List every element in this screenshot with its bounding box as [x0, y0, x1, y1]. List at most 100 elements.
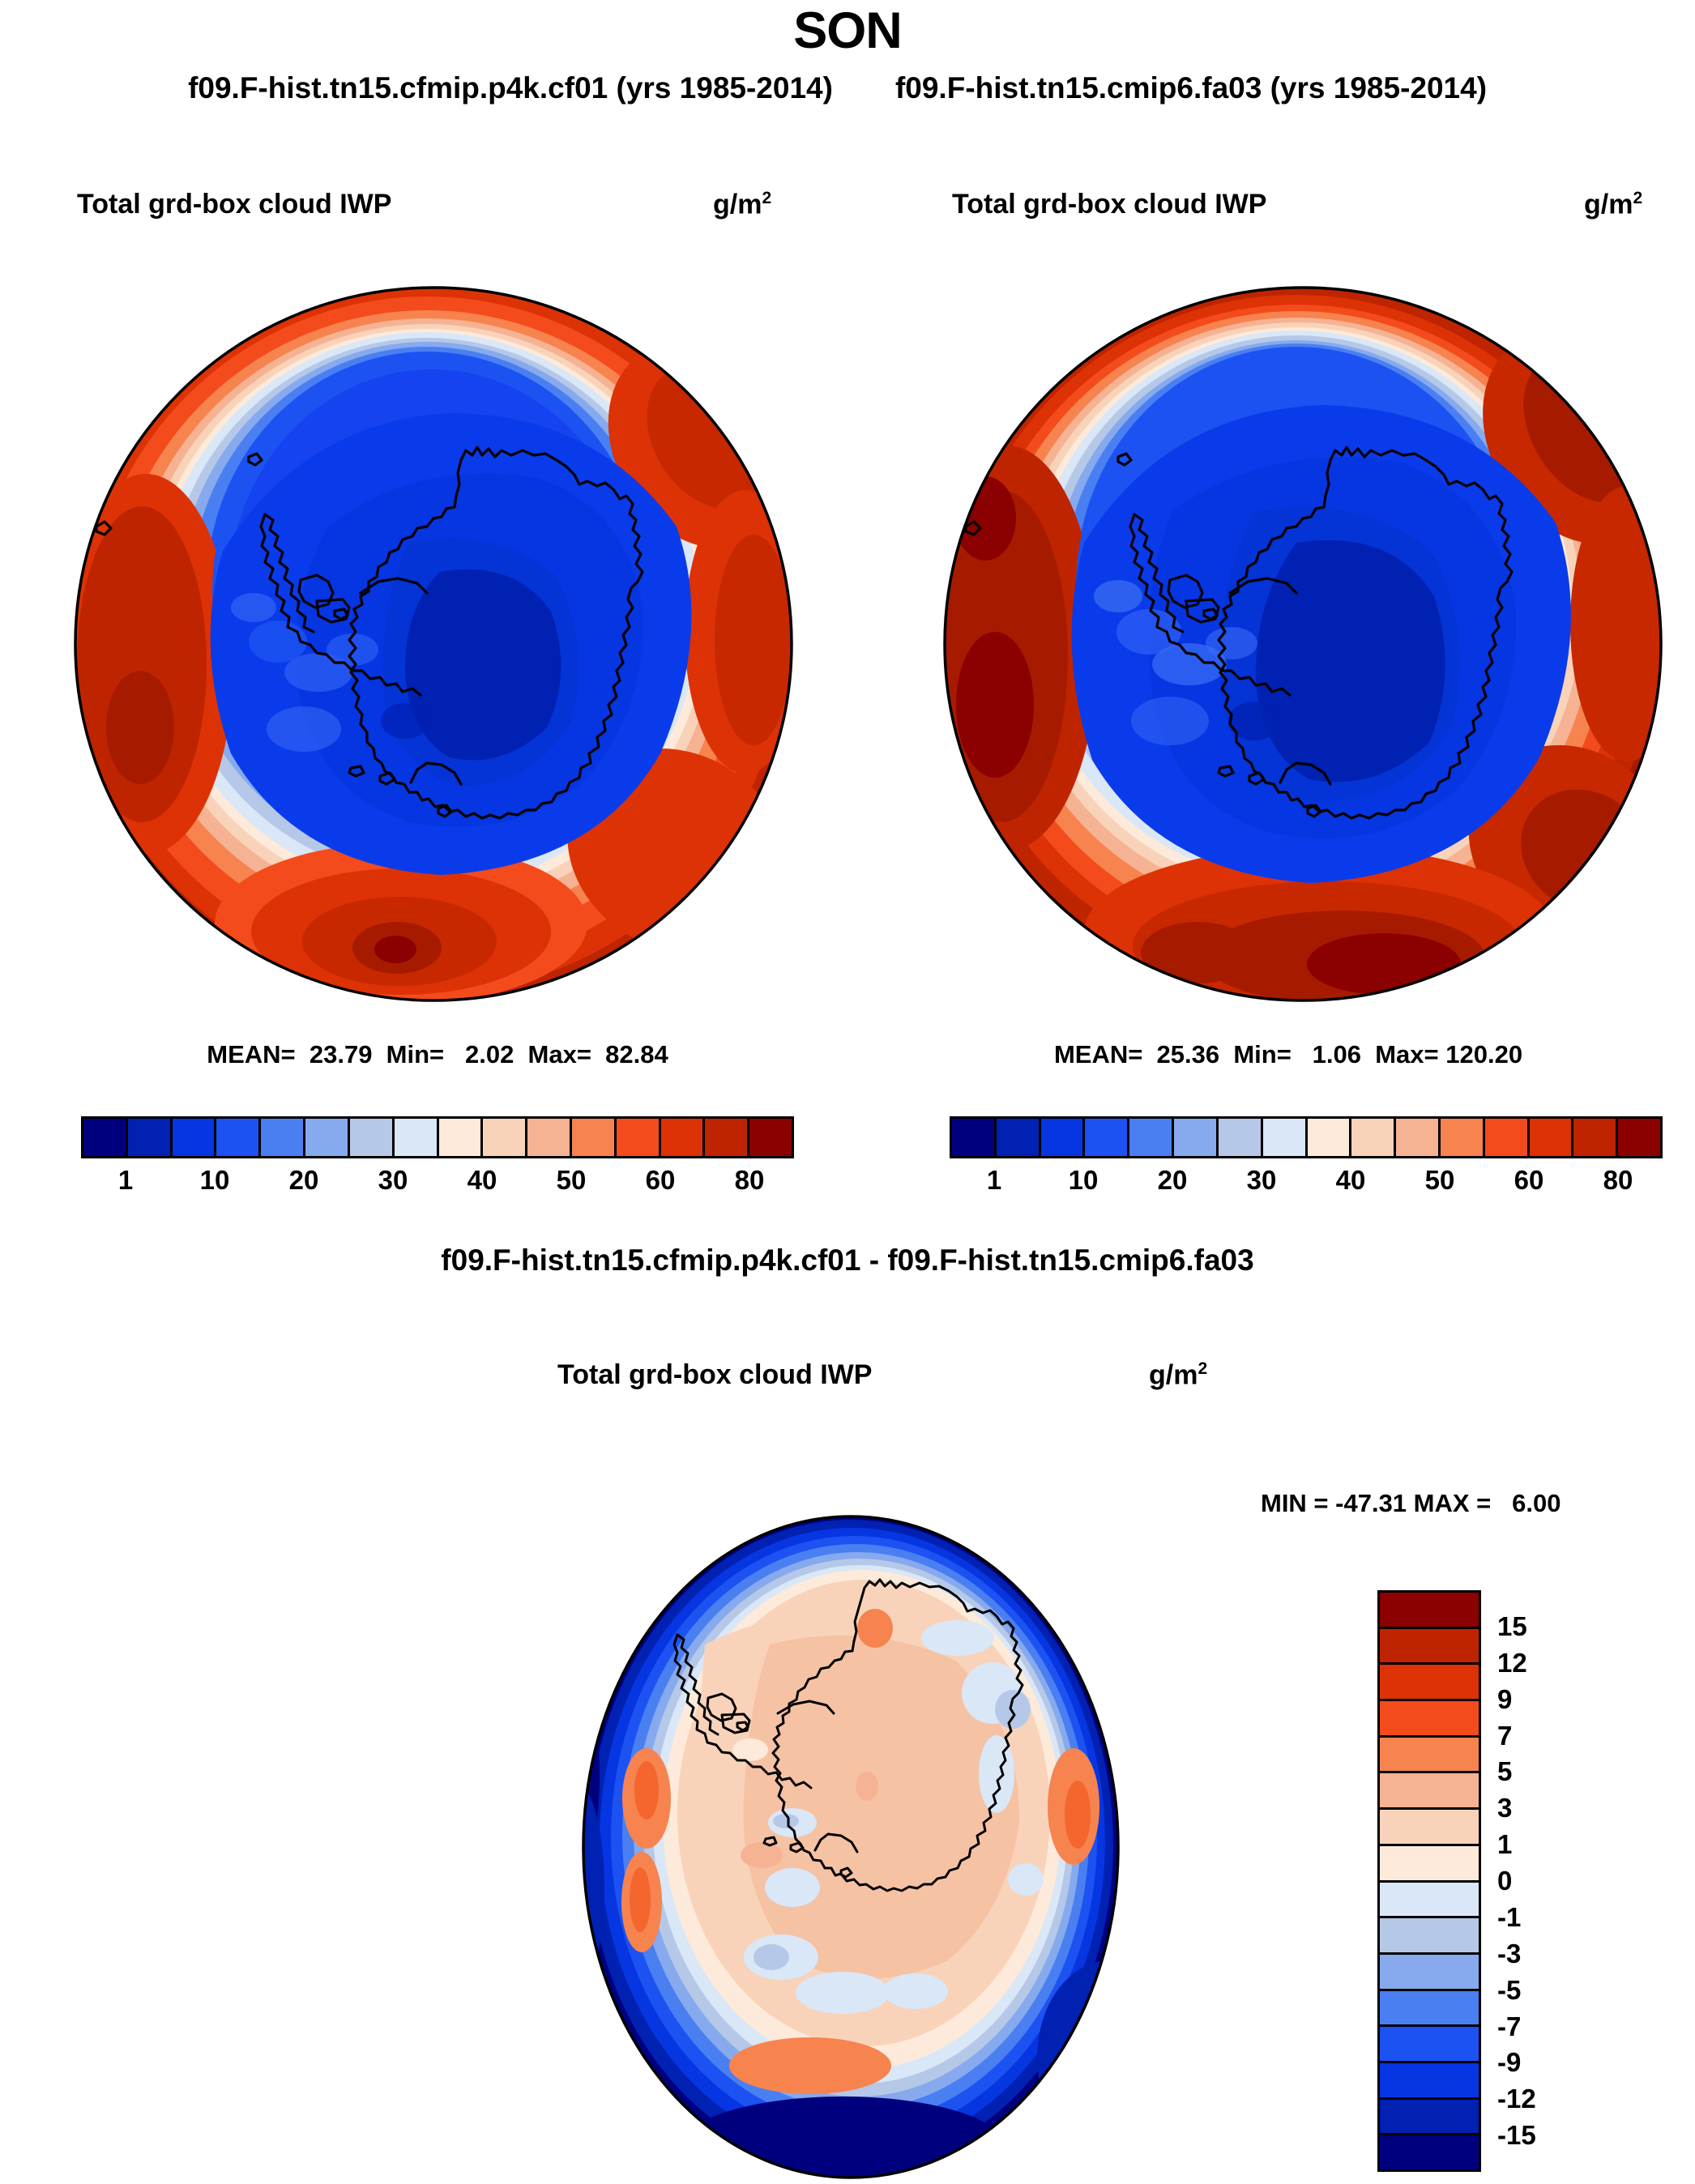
right-colorbar-cell-13	[1529, 1119, 1574, 1156]
season-title: SON	[793, 2, 903, 59]
difference-colorbar-cell-14	[1380, 2099, 1479, 2136]
left-colorbar-tick-60: 60	[645, 1165, 676, 1195]
difference-colorbar-tick-neg7: -7	[1497, 2011, 1522, 2041]
right-colorbar-cell-11	[1440, 1119, 1485, 1156]
left-case-title: f09.F-hist.tn15.cfmip.p4k.cf01 (yrs 1985…	[188, 71, 833, 105]
left-colorbar-cell-7	[394, 1119, 439, 1156]
left-colorbar-cell-12	[616, 1119, 661, 1156]
difference-colorbar-labels: 15 12 9 7 5 3 1 0 -1 -3 -5 -7 -9 -12 -15	[1497, 1590, 1603, 2172]
difference-colorbar-tick-7: 7	[1497, 1720, 1513, 1751]
difference-colorbar-cell-7	[1380, 1845, 1479, 1883]
left-colorbar-cell-8	[438, 1119, 484, 1156]
left-map-boundary-circle	[74, 286, 793, 1002]
difference-colorbar-cell-12	[1380, 2027, 1479, 2063]
right-colorbar-cell-12	[1484, 1119, 1530, 1156]
difference-colorbar-cells	[1377, 1590, 1481, 2172]
difference-map-plot	[582, 1515, 1120, 2179]
difference-units-text: g/m	[1149, 1359, 1198, 1391]
left-colorbar-cell-2	[172, 1119, 217, 1156]
difference-minmax-label: MIN = -47.31 MAX = 6.00	[1261, 1489, 1561, 1517]
difference-map-coastline	[663, 1578, 1024, 1892]
difference-colorbar-cell-3	[1380, 1701, 1479, 1738]
left-colorbar-tick-1: 1	[117, 1165, 134, 1195]
difference-colorbar-tick-neg15: -15	[1497, 2120, 1536, 2151]
left-colorbar-tick-10: 10	[199, 1165, 230, 1195]
left-colorbar-cell-6	[349, 1119, 395, 1156]
right-colorbar-tick-20: 20	[1157, 1165, 1188, 1195]
left-colorbar-cell-11	[571, 1119, 617, 1156]
left-colorbar-cell-1	[127, 1119, 173, 1156]
difference-colorbar-cell-11	[1380, 1990, 1479, 2028]
right-colorbar: 1 10 20 30 40 50 60 80	[950, 1116, 1663, 1201]
left-panel-units-label: g/m2	[713, 189, 771, 220]
left-colorbar: 1 10 20 30 40 50 60 80	[81, 1116, 794, 1201]
left-colorbar-cell-3	[216, 1119, 262, 1156]
right-colorbar-cell-15	[1618, 1119, 1660, 1156]
left-colorbar-tick-80: 80	[734, 1165, 765, 1195]
left-colorbar-tick-50: 50	[556, 1165, 587, 1195]
right-map-boundary-circle	[943, 286, 1663, 1002]
right-colorbar-tick-80: 80	[1603, 1165, 1633, 1195]
left-colorbar-tick-20: 20	[288, 1165, 319, 1195]
left-colorbar-tick-30: 30	[378, 1165, 408, 1195]
right-panel-stats: MEAN= 25.36 Min= 1.06 Max= 120.20	[1053, 1040, 1523, 1069]
right-colorbar-cell-8	[1307, 1119, 1352, 1156]
right-map-coastline	[964, 446, 1514, 820]
left-colorbar-cell-9	[483, 1119, 528, 1156]
right-colorbar-tick-1: 1	[986, 1165, 1002, 1195]
difference-units-exponent: 2	[1198, 1359, 1208, 1378]
difference-colorbar-tick-9: 9	[1497, 1683, 1513, 1714]
right-colorbar-cells	[950, 1116, 1663, 1158]
difference-colorbar-tick-0: 0	[1497, 1866, 1513, 1896]
right-colorbar-cell-4	[1129, 1119, 1175, 1156]
difference-colorbar-tick-neg1: -1	[1497, 1901, 1522, 1932]
right-panel-variable-label: Total grd-box cloud IWP	[952, 189, 1267, 220]
right-colorbar-cell-3	[1085, 1119, 1130, 1156]
right-case-title: f09.F-hist.tn15.cmip6.fa03 (yrs 1985-201…	[894, 71, 1488, 105]
difference-colorbar-cell-8	[1380, 1882, 1479, 1919]
difference-colorbar-tick-neg3: -3	[1497, 1938, 1522, 1969]
left-colorbar-cells	[81, 1116, 794, 1158]
right-map-plot	[943, 286, 1663, 1002]
difference-map-boundary-circle	[582, 1515, 1120, 2179]
left-colorbar-labels: 1 10 20 30 40 50 60 80	[81, 1158, 794, 1201]
left-panel-stats: MEAN= 23.79 Min= 2.02 Max= 82.84	[207, 1040, 668, 1069]
difference-colorbar-tick-5: 5	[1497, 1756, 1513, 1787]
right-colorbar-cell-7	[1262, 1119, 1308, 1156]
difference-colorbar-tick-15: 15	[1497, 1610, 1527, 1641]
left-colorbar-cell-14	[705, 1119, 750, 1156]
left-colorbar-cell-4	[261, 1119, 306, 1156]
left-colorbar-cell-0	[83, 1119, 128, 1156]
right-colorbar-tick-50: 50	[1424, 1165, 1455, 1195]
difference-colorbar-cell-2	[1380, 1665, 1479, 1702]
difference-case-title: f09.F-hist.tn15.cfmip.p4k.cf01 - f09.F-h…	[441, 1243, 1254, 1277]
left-panel-variable-label: Total grd-box cloud IWP	[77, 189, 392, 220]
difference-colorbar-cell-9	[1380, 1918, 1479, 1955]
right-colorbar-cell-9	[1351, 1119, 1397, 1156]
right-colorbar-tick-30: 30	[1246, 1165, 1277, 1195]
difference-colorbar-tick-neg9: -9	[1497, 2047, 1522, 2078]
left-map-plot	[74, 286, 793, 1002]
difference-colorbar-cell-1	[1380, 1628, 1479, 1666]
difference-colorbar-cell-0	[1380, 1593, 1479, 1629]
right-units-exponent: 2	[1633, 189, 1643, 207]
difference-colorbar-tick-1: 1	[1497, 1829, 1513, 1860]
left-colorbar-cell-5	[305, 1119, 350, 1156]
right-colorbar-cell-5	[1174, 1119, 1219, 1156]
difference-colorbar-tick-neg5: -5	[1497, 1974, 1522, 2005]
difference-colorbar-tick-12: 12	[1497, 1647, 1527, 1678]
left-colorbar-cell-15	[749, 1119, 792, 1156]
right-panel-units-label: g/m2	[1584, 189, 1642, 220]
difference-colorbar-tick-3: 3	[1497, 1793, 1513, 1824]
right-units-text: g/m	[1584, 189, 1633, 220]
difference-colorbar-cell-6	[1380, 1810, 1479, 1846]
difference-colorbar-cell-10	[1380, 1954, 1479, 1991]
left-colorbar-cell-13	[660, 1119, 706, 1156]
right-colorbar-tick-40: 40	[1335, 1165, 1366, 1195]
left-units-text: g/m	[713, 189, 762, 220]
right-colorbar-labels: 1 10 20 30 40 50 60 80	[950, 1158, 1663, 1201]
right-colorbar-cell-10	[1396, 1119, 1441, 1156]
difference-panel-units-label: g/m2	[1149, 1359, 1207, 1391]
right-colorbar-tick-60: 60	[1514, 1165, 1544, 1195]
right-colorbar-cell-2	[1040, 1119, 1086, 1156]
